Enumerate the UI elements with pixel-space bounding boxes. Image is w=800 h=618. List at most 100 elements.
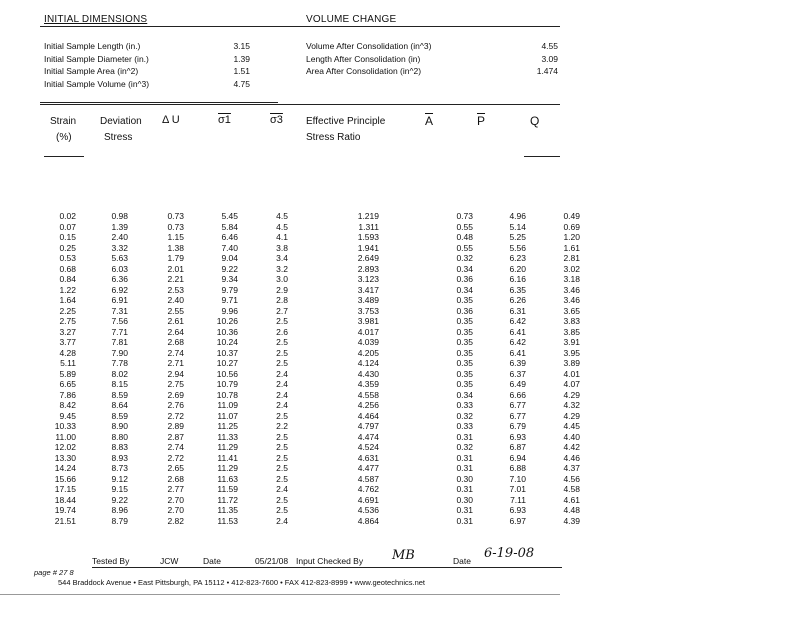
cell-sigma1: 11.41	[217, 452, 238, 463]
cell-delta-u: 2.89	[167, 421, 184, 431]
cell-strain: 0.25	[59, 242, 76, 253]
cell-a: 0.34	[456, 284, 473, 295]
length-after-value: 3.09	[541, 54, 558, 64]
cell-sigma3: 3.0	[276, 274, 288, 284]
initial-diameter-value: 1.39	[233, 54, 250, 64]
cell-a: 0.31	[456, 452, 473, 463]
cell-sigma3: 2.4	[276, 368, 288, 379]
cell-p: 6.35	[509, 284, 526, 295]
cell-strain: 0.53	[59, 253, 76, 263]
cell-q: 0.49	[563, 211, 580, 221]
cell-a: 0.31	[456, 484, 473, 494]
cell-p: 6.31	[509, 305, 526, 316]
cell-p: 6.77	[509, 410, 526, 421]
date-label: Date	[203, 556, 221, 566]
cell-p: 6.20	[509, 263, 526, 274]
cell-sigma1: 11.72	[217, 494, 238, 505]
cell-q: 4.07	[563, 379, 580, 389]
cell-sigma3: 3.4	[276, 253, 288, 263]
cell-p: 6.88	[509, 463, 526, 473]
col-sigma1: σ1	[218, 114, 231, 126]
cell-deviation: 7.31	[111, 305, 128, 316]
cell-q: 4.01	[563, 368, 580, 379]
cell-a: 0.30	[456, 494, 473, 505]
table-row: 0.07 1.39 0.73 5.84 4.5 1.311 0.55 5.14 0.69	[40, 222, 580, 233]
cell-q: 3.91	[563, 337, 580, 347]
cell-p: 6.66	[509, 389, 526, 400]
cell-strain: 5.11	[60, 358, 76, 368]
cell-strain: 10.33	[54, 421, 76, 431]
page-label: page # 27 8	[34, 568, 74, 577]
footer-rule	[0, 594, 560, 595]
cell-a: 0.31	[456, 463, 473, 473]
header-underline-right	[524, 156, 560, 157]
cell-sigma3: 2.5	[276, 358, 288, 368]
volume-change-title: VOLUME CHANGE	[306, 14, 397, 25]
header-underline-left	[44, 156, 84, 157]
table-row: 0.25 3.32 1.38 7.40 3.8 1.941 0.55 5.56 1.61	[40, 243, 580, 254]
cell-p: 6.42	[509, 316, 526, 326]
cell-delta-u: 2.94	[167, 368, 184, 379]
cell-sigma3: 2.5	[276, 316, 288, 326]
cell-stress-ratio: 4.797	[357, 421, 379, 431]
cell-p: 5.14	[509, 221, 526, 232]
table-row: 0.84 6.36 2.21 9.34 3.0 3.123 0.36 6.16 3.18	[40, 274, 580, 285]
section-rule-left	[40, 102, 278, 103]
col-q: Q	[530, 114, 540, 128]
cell-delta-u: 2.61	[167, 316, 184, 326]
cell-sigma1: 10.27	[216, 358, 238, 368]
cell-a: 0.36	[456, 274, 473, 284]
table-row: 3.27 7.71 2.64 10.36 2.6 4.017 0.35 6.41 3.85	[40, 327, 580, 338]
cell-sigma3: 2.4	[276, 515, 288, 526]
cell-delta-u: 2.68	[167, 337, 184, 347]
cell-stress-ratio: 3.123	[357, 274, 379, 284]
cell-sigma3: 4.5	[276, 211, 288, 221]
cell-q: 0.69	[563, 221, 580, 232]
cell-strain: 6.65	[59, 379, 76, 389]
cell-sigma1: 11.53	[217, 515, 238, 526]
cell-q: 3.46	[563, 295, 580, 305]
cell-a: 0.31	[456, 431, 473, 442]
cell-sigma1: 11.29	[217, 442, 238, 452]
cell-p: 6.42	[509, 337, 526, 347]
cell-q: 3.65	[563, 305, 580, 316]
cell-sigma1: 9.79	[221, 284, 238, 295]
cell-a: 0.34	[456, 389, 473, 400]
cell-stress-ratio: 4.256	[357, 400, 379, 410]
tested-by-value: JCW	[160, 556, 179, 566]
table-row: 14.24 8.73 2.65 11.29 2.5 4.477 0.31 6.88 4.37	[40, 463, 580, 474]
cell-sigma1: 9.04	[221, 253, 238, 263]
cell-a: 0.35	[456, 316, 473, 326]
cell-a: 0.30	[456, 473, 473, 484]
cell-sigma1: 10.78	[216, 389, 238, 400]
cell-q: 4.42	[563, 442, 580, 452]
cell-stress-ratio: 4.536	[357, 505, 379, 515]
cell-strain: 14.24	[54, 463, 76, 473]
cell-a: 0.35	[456, 358, 473, 368]
cell-deviation: 8.80	[111, 431, 128, 442]
cell-q: 4.48	[563, 505, 580, 515]
table-row: 1.64 6.91 2.40 9.71 2.8 3.489 0.35 6.26 3.46	[40, 295, 580, 306]
cell-stress-ratio: 4.762	[357, 484, 379, 494]
cell-sigma3: 4.5	[276, 221, 288, 232]
cell-a: 0.35	[456, 379, 473, 389]
cell-strain: 12.02	[54, 442, 76, 452]
cell-sigma1: 9.71	[221, 295, 238, 305]
cell-stress-ratio: 4.359	[357, 379, 379, 389]
cell-q: 4.29	[563, 389, 580, 400]
cell-strain: 0.15	[59, 232, 76, 242]
cell-sigma3: 2.9	[276, 284, 288, 295]
cell-delta-u: 2.72	[167, 410, 184, 421]
cell-stress-ratio: 4.524	[357, 442, 379, 452]
cell-p: 6.37	[509, 368, 526, 379]
cell-strain: 8.42	[59, 400, 76, 410]
checked-by-label: Input Checked By	[296, 556, 364, 566]
cell-deviation: 8.02	[111, 368, 128, 379]
cell-q: 4.56	[563, 473, 580, 484]
table-row: 9.45 8.59 2.72 11.07 2.5 4.464 0.32 6.77 4.29	[40, 411, 580, 422]
cell-p: 6.41	[509, 347, 526, 358]
cell-deviation: 3.32	[111, 242, 128, 253]
top-rule	[40, 26, 560, 27]
cell-a: 0.35	[456, 337, 473, 347]
cell-delta-u: 2.70	[167, 505, 184, 515]
